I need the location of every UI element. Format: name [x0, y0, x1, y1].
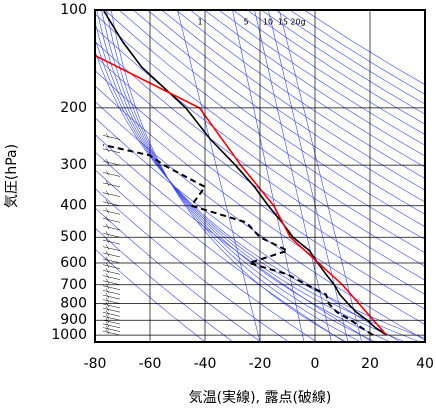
x-tick-label: -60: [139, 356, 162, 372]
wind-barb: [102, 314, 121, 321]
dry-adiabat: [95, 134, 373, 342]
wind-barb: [102, 283, 121, 290]
dry-adiabat: [118, 10, 425, 228]
dry-adiabat: [161, 10, 425, 191]
y-tick-label: 900: [60, 312, 87, 328]
x-tick-label: 20: [361, 356, 379, 372]
wind-barb: [102, 170, 121, 177]
mixing-ratio-line: [232, 10, 305, 342]
dry-adiabat: [104, 10, 425, 240]
x-axis-label: 気温(実線), 露点(破線): [189, 390, 332, 406]
y-tick-label: 100: [60, 2, 87, 18]
wind-barb: [102, 297, 121, 304]
wind-barb: [102, 301, 121, 309]
profile-line: [103, 143, 374, 336]
wind-barb: [102, 288, 121, 295]
plot: [95, 10, 425, 342]
dry-adiabat: [95, 70, 425, 310]
wind-barb: [102, 238, 121, 245]
dry-adiabat: [95, 27, 425, 267]
dry-adiabat: [95, 151, 345, 342]
wind-barb: [102, 216, 121, 223]
mixing-ratio-line: [254, 10, 332, 342]
wind-barb: [102, 328, 121, 336]
dry-adiabat: [95, 13, 425, 254]
wind-barb: [102, 292, 121, 300]
mixing-ratio-label: 20g: [290, 18, 305, 27]
dry-adiabat: [289, 10, 425, 95]
wind-barb: [102, 278, 121, 285]
wind-barb: [102, 146, 121, 154]
dry-adiabat: [133, 10, 425, 215]
dry-adiabat: [95, 41, 425, 281]
mixing-ratio-label: 10: [263, 18, 273, 27]
mixing-ratio-line: [278, 10, 363, 342]
wind-barb: [102, 256, 121, 264]
dry-adiabat: [175, 10, 425, 179]
dry-adiabat: [189, 10, 425, 168]
plot-frame: [94, 9, 426, 343]
wind-barb: [102, 208, 121, 215]
y-tick-label: 800: [60, 296, 87, 312]
wind-barb: [102, 180, 121, 188]
x-tick-label: -40: [194, 356, 217, 372]
y-tick-label: 200: [60, 100, 87, 116]
dry-adiabat: [95, 187, 290, 342]
wind-barb: [102, 268, 121, 275]
moist-adiabat: [101, 10, 376, 342]
mixing-ratio-label: 5: [243, 18, 248, 27]
x-tick-label: -80: [84, 356, 107, 372]
dry-adiabat: [218, 10, 425, 146]
moist-adiabat: [95, 50, 425, 339]
y-tick-label: 300: [60, 157, 87, 173]
dry-adiabat: [95, 248, 206, 342]
wind-barb: [102, 306, 121, 313]
y-tick-label: 500: [60, 229, 87, 245]
dry-adiabat: [95, 227, 234, 342]
profile-line: [95, 54, 388, 336]
wind-barb: [102, 244, 121, 251]
wind-barb: [102, 199, 121, 206]
y-tick-label: 700: [60, 277, 87, 293]
x-tick-label: -20: [249, 356, 272, 372]
dry-adiabat: [147, 10, 425, 203]
dry-adiabat: [95, 55, 425, 295]
wind-barb: [102, 273, 121, 280]
x-tick-label: 0: [311, 356, 320, 372]
wind-barb: [102, 231, 121, 238]
y-tick-label: 1000: [51, 327, 87, 343]
x-tick-label: 40: [416, 356, 434, 372]
wind-barb: [102, 133, 121, 140]
moist-adiabat: [96, 10, 391, 342]
mixing-ratio-label: 1: [197, 18, 202, 27]
wind-barb: [102, 190, 121, 197]
wind-barb: [102, 262, 121, 269]
dry-adiabat: [95, 117, 401, 342]
wind-barb: [102, 223, 121, 231]
moist-adiabat: [106, 10, 362, 342]
wind-barb: [102, 310, 121, 317]
wind-barb: [102, 158, 121, 166]
dry-adiabat: [246, 10, 425, 125]
y-tick-label: 400: [60, 198, 87, 214]
mixing-ratio-line: [177, 10, 261, 342]
mixing-ratio-label: 15: [278, 18, 288, 27]
dry-adiabat: [204, 10, 425, 157]
wind-barb: [102, 250, 121, 258]
dry-adiabat: [95, 169, 317, 342]
dry-adiabat: [275, 10, 425, 105]
y-axis-label: 気圧(hPa): [4, 144, 20, 208]
wind-barb: [102, 317, 121, 325]
wind-barb: [102, 321, 121, 329]
profile-line: [102, 10, 387, 336]
y-tick-label: 600: [60, 255, 87, 271]
dry-adiabat: [232, 10, 425, 135]
dry-adiabat: [95, 207, 262, 342]
moist-adiabat: [95, 20, 406, 342]
wind-barb: [102, 325, 121, 332]
